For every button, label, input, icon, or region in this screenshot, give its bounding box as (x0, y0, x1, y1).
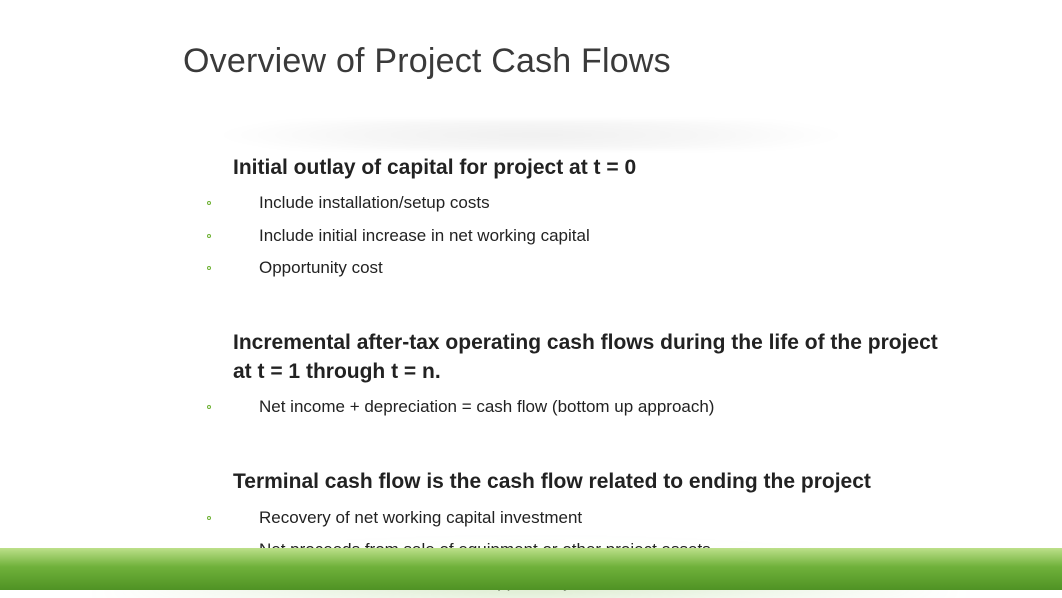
bullet-ring-icon (207, 516, 211, 520)
list-item: Include initial increase in net working … (207, 223, 942, 249)
list-item-text: Include installation/setup costs (259, 190, 490, 216)
bullet-ring-icon (207, 234, 211, 238)
list-item: Recovery of net working capital investme… (207, 505, 942, 531)
section-initial-outlay: Initial outlay of capital for project at… (207, 154, 942, 281)
list-item-text: Include initial increase in net working … (259, 223, 590, 249)
list-item-text: Opportunity cost (259, 255, 383, 281)
section-heading: Initial outlay of capital for project at… (233, 154, 942, 182)
slide-title: Overview of Project Cash Flows (183, 42, 671, 81)
list-item: Net income + depreciation = cash flow (b… (207, 394, 942, 420)
list-item-text: Net income + depreciation = cash flow (b… (259, 394, 714, 420)
bullet-ring-icon (207, 266, 211, 270)
slide-body: Initial outlay of capital for project at… (207, 154, 942, 598)
section-heading: Incremental after-tax operating cash flo… (233, 329, 942, 386)
list-item-text: Recovery of net working capital investme… (259, 505, 582, 531)
section-incremental-cf: Incremental after-tax operating cash flo… (207, 329, 942, 420)
bullet-ring-icon (207, 201, 211, 205)
bullet-ring-icon (207, 405, 211, 409)
title-divider-shadow (80, 120, 982, 150)
section-heading: Terminal cash flow is the cash flow rela… (233, 468, 942, 496)
bottom-accent-bar (0, 548, 1062, 590)
list-item: Include installation/setup costs (207, 190, 942, 216)
list-item: Opportunity cost (207, 255, 942, 281)
